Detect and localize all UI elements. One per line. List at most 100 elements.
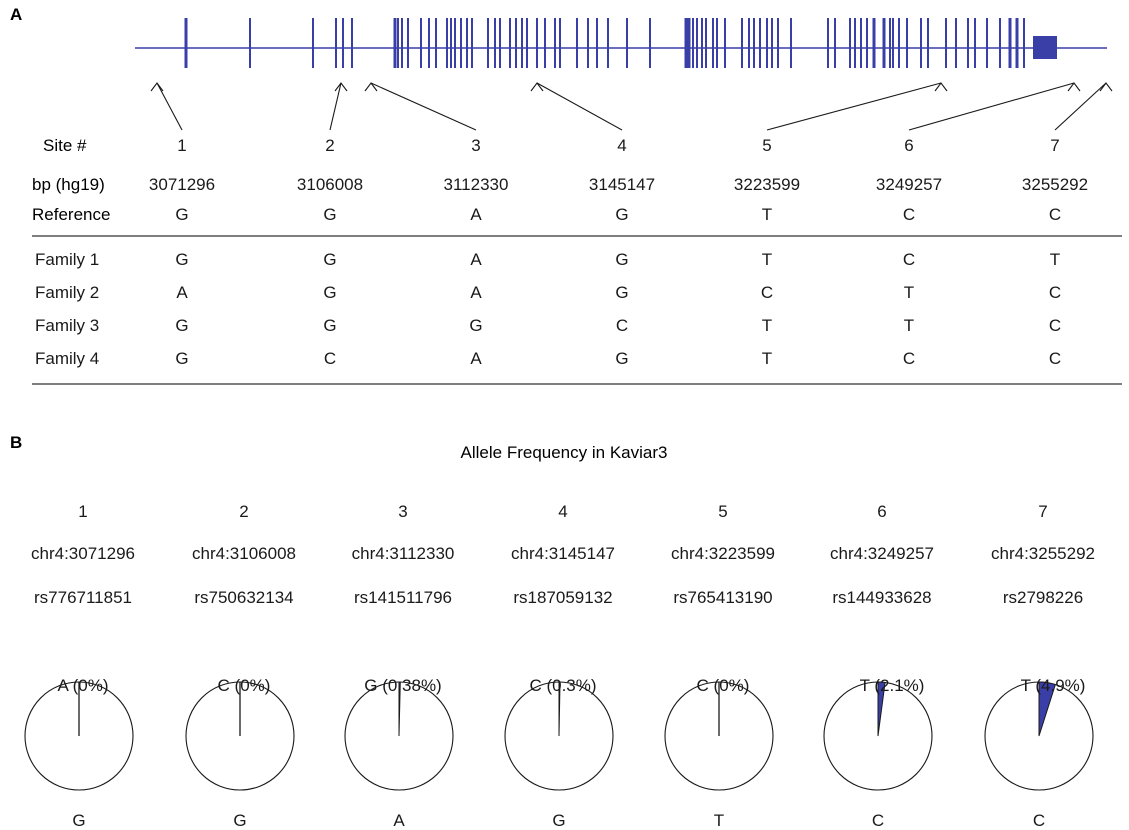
allele-pie-alt-slice: [558, 681, 561, 737]
site-bp: 3112330: [444, 175, 509, 194]
allele-pie-alt-slice: [877, 681, 886, 737]
exon-bar: [393, 18, 397, 68]
allele-frequency-site: 3 chr4:3112330 rs141511796 G (0.38%) A: [344, 502, 454, 830]
site-pointer-line: [908, 82, 1075, 131]
family-allele: A: [470, 250, 482, 269]
site-pointer-arrowhead: [1067, 82, 1081, 92]
exon-bar: [335, 18, 337, 68]
alt-allele-label: C (0.3%): [529, 676, 596, 695]
family-allele: G: [175, 250, 188, 269]
family-allele: C: [324, 349, 336, 368]
site-pointer-arrowhead: [364, 82, 378, 92]
site-number: 6: [904, 136, 913, 155]
exon-bar: [967, 18, 969, 68]
reference-allele: G: [323, 205, 336, 224]
site-bp: 3145147: [589, 175, 655, 194]
exon-bar: [554, 18, 556, 68]
exon-bar: [401, 18, 403, 68]
ref-allele-label: G: [233, 811, 246, 830]
alt-allele-label: T (4.9%): [1021, 676, 1086, 695]
exon-bar: [428, 18, 430, 68]
site-bp: 3249257: [876, 175, 942, 194]
kaviar-locus: chr4:3071296: [31, 544, 135, 563]
ref-allele-label: G: [72, 811, 85, 830]
reference-allele: G: [615, 205, 628, 224]
exon-bar: [898, 18, 900, 68]
family-allele: C: [1049, 349, 1061, 368]
allele-frequency-site: 1 chr4:3071296 rs776711851 A (0%) G: [24, 502, 135, 830]
kaviar-locus: chr4:3249257: [830, 544, 934, 563]
exon-bar: [986, 18, 988, 68]
kaviar-rsid: rs141511796: [354, 588, 452, 607]
ref-allele-label: G: [552, 811, 565, 830]
exon-bar: [766, 18, 768, 68]
kaviar-site-number: 1: [78, 502, 87, 521]
exon-bar: [955, 18, 957, 68]
gene-structure-track: [135, 18, 1107, 68]
family-allele: T: [904, 316, 914, 335]
exon-bar: [1008, 18, 1012, 68]
table-cells: 1 3071296 G 2 3106008 G 3 3112330 A 4 3145147 G 5 322…: [35, 136, 1088, 368]
reference-allele: T: [762, 205, 772, 224]
exon-bar: [249, 18, 251, 68]
exon-bar: [696, 18, 698, 68]
family-allele: C: [616, 316, 628, 335]
site-pointer-arrowhead: [530, 82, 544, 92]
family-allele: A: [470, 283, 482, 302]
family-label: Family 3: [35, 316, 99, 335]
panel-b-title: Allele Frequency in Kaviar3: [461, 443, 668, 462]
family-allele: T: [762, 250, 772, 269]
exon-bar: [827, 18, 829, 68]
kaviar-locus: chr4:3145147: [511, 544, 615, 563]
allele-frequency-site: 2 chr4:3106008 rs750632134 C (0%) G: [185, 502, 296, 830]
reference-allele: A: [470, 205, 482, 224]
exon-bar: [771, 18, 773, 68]
site-pointer-arrowhead: [334, 82, 348, 92]
exon-bar: [849, 18, 851, 68]
site-pointer-arrowhead: [1099, 82, 1113, 92]
exon-bar: [927, 18, 929, 68]
exon-bar: [860, 18, 862, 68]
exon-bar: [945, 18, 947, 68]
family-allele: T: [904, 283, 914, 302]
exon-bar: [312, 18, 314, 68]
family-allele: G: [615, 349, 628, 368]
kaviar-locus: chr4:3255292: [991, 544, 1095, 563]
site-pointer-line: [536, 82, 623, 131]
family-allele: C: [903, 250, 915, 269]
panel-a-label: A: [10, 5, 22, 24]
allele-frequency-site: 7 chr4:3255292 rs2798226 T (4.9%) C: [984, 502, 1095, 830]
kaviar-site-number: 6: [877, 502, 886, 521]
exon-bar: [342, 18, 344, 68]
family-allele: G: [469, 316, 482, 335]
exon-bar: [576, 18, 578, 68]
reference-allele: G: [175, 205, 188, 224]
kaviar-rsid: rs765413190: [673, 588, 772, 607]
exon-bar: [521, 18, 523, 68]
ref-allele-label: A: [393, 811, 405, 830]
site-pointer-line: [1054, 82, 1107, 131]
site-number: 1: [177, 136, 186, 155]
site-pointer-arrowhead: [150, 82, 164, 92]
exon-bar: [866, 18, 868, 68]
exon-bar: [920, 18, 922, 68]
site-pointer-line: [156, 82, 183, 131]
exon-bar: [454, 18, 456, 68]
site-number: 3: [471, 136, 480, 155]
exon-bar: [499, 18, 501, 68]
family-allele: T: [1050, 250, 1060, 269]
kaviar-site-number: 2: [239, 502, 248, 521]
haplotype-table: Site # bp (hg19) Reference 1 3071296 G 2 310…: [32, 136, 1122, 385]
kaviar-locus: chr4:3106008: [192, 544, 296, 563]
allele-pie-alt-slice: [1038, 681, 1056, 737]
ref-allele-label: T: [714, 811, 724, 830]
exon-bar: [509, 18, 511, 68]
exon-bar: [692, 18, 694, 68]
exon-bar: [741, 18, 743, 68]
site-pointer-line: [766, 82, 942, 131]
family-allele: G: [175, 316, 188, 335]
alt-allele-label: A (0%): [57, 676, 108, 695]
row-label-bp: bp (hg19): [32, 175, 105, 194]
family-allele: A: [470, 349, 482, 368]
exon-bar: [777, 18, 779, 68]
